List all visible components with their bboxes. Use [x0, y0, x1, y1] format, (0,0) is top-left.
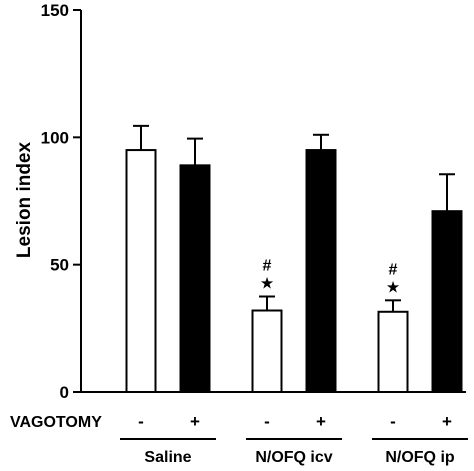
vagotomy-row-label: VAGOTOMY	[10, 414, 102, 431]
group-label: N/OFQ ip	[385, 449, 455, 466]
vagotomy-sign: +	[190, 412, 200, 431]
group-label: N/OFQ icv	[255, 449, 332, 466]
y-tick-label: 150	[41, 1, 69, 20]
vagotomy-sign: +	[316, 412, 326, 431]
vagotomy-sign: -	[138, 412, 144, 431]
vagotomy-sign: -	[390, 412, 396, 431]
bar	[251, 309, 283, 393]
y-tick-label: 100	[41, 128, 69, 147]
significance-mark: ★	[386, 279, 400, 296]
bar	[125, 149, 157, 393]
significance-mark: ★	[260, 276, 274, 293]
y-tick-label: 0	[60, 383, 69, 402]
significance-mark: #	[263, 258, 272, 275]
bar	[431, 210, 463, 393]
group-label: Saline	[144, 449, 191, 466]
vagotomy-sign: +	[442, 412, 452, 431]
bar	[179, 164, 211, 393]
bar	[305, 149, 337, 393]
vagotomy-sign: -	[264, 412, 270, 431]
bar	[377, 310, 409, 393]
y-tick-label: 50	[50, 256, 69, 275]
y-axis-label: Lesion index	[14, 142, 35, 259]
significance-mark: #	[389, 261, 398, 278]
